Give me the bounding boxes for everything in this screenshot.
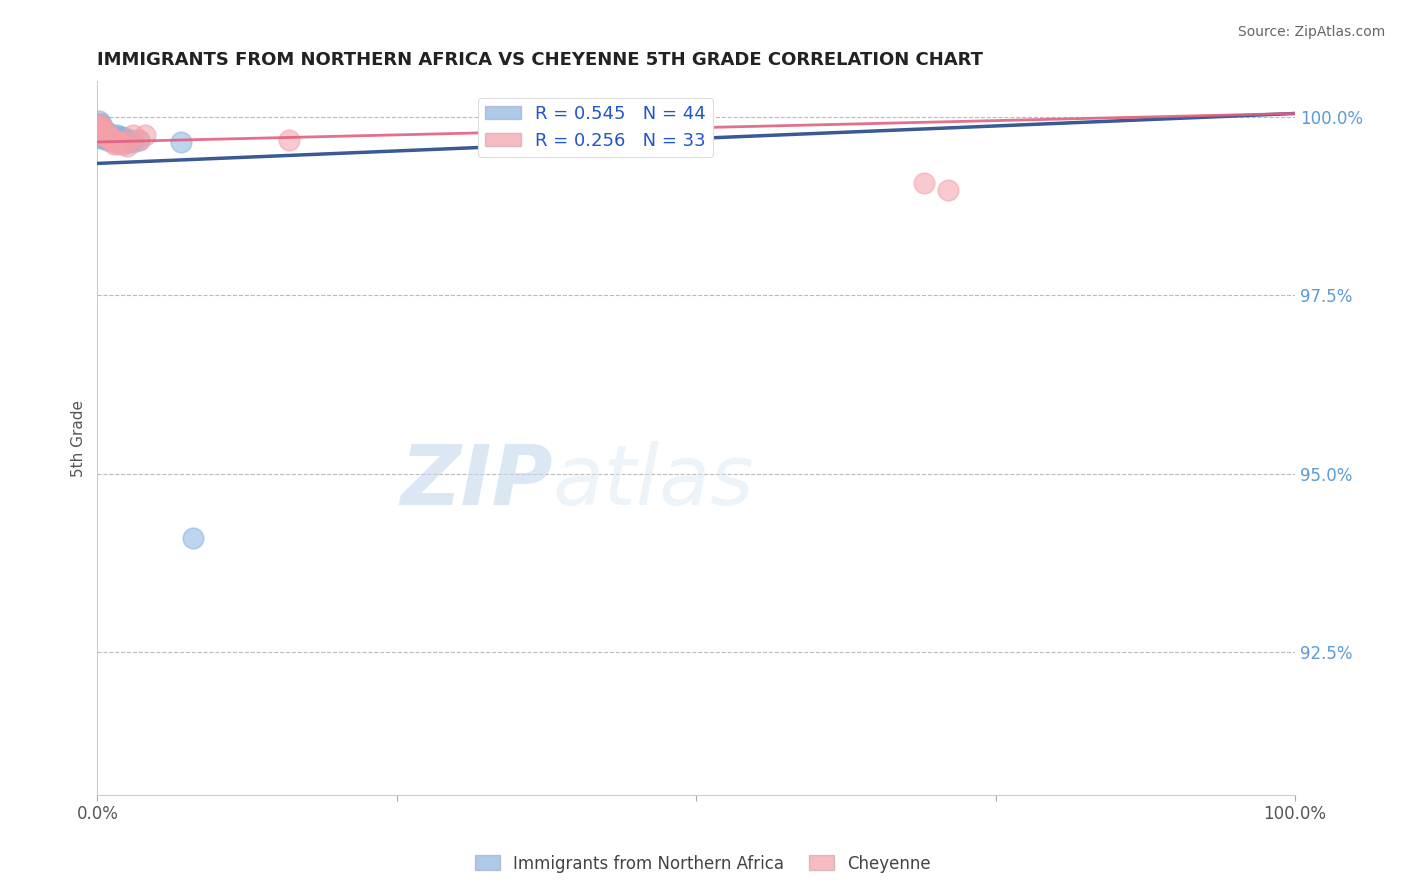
Point [97, 130, 120, 145]
Point [110, 133, 132, 147]
Point [93, 126, 115, 140]
Point [87, 113, 110, 128]
Point [89, 124, 111, 138]
Point [90, 123, 112, 137]
Point [103, 137, 125, 152]
Point [128, 133, 150, 147]
Point [87, 120, 110, 135]
Point [90, 120, 112, 135]
Point [112, 137, 135, 152]
Point [117, 135, 139, 149]
Point [103, 130, 125, 145]
Point [90, 117, 112, 131]
Point [91, 126, 114, 140]
Point [96, 128, 118, 142]
Point [120, 133, 142, 147]
Point [912, 176, 935, 190]
Point [105, 133, 128, 147]
Point [90, 119, 112, 133]
Point [114, 133, 136, 147]
Legend: R = 0.545   N = 44, R = 0.256   N = 33: R = 0.545 N = 44, R = 0.256 N = 33 [478, 97, 713, 157]
Point [89, 120, 111, 135]
Point [122, 128, 145, 142]
Point [91, 128, 114, 142]
Point [278, 133, 301, 147]
Point [96, 133, 118, 147]
Point [96, 128, 118, 142]
Point [134, 128, 156, 142]
Point [170, 135, 193, 149]
Point [108, 130, 131, 145]
Point [110, 135, 132, 149]
Point [117, 138, 139, 153]
Point [91, 128, 114, 142]
Text: IMMIGRANTS FROM NORTHERN AFRICA VS CHEYENNE 5TH GRADE CORRELATION CHART: IMMIGRANTS FROM NORTHERN AFRICA VS CHEYE… [97, 51, 983, 69]
Point [105, 135, 128, 149]
Point [91, 124, 114, 138]
Point [108, 133, 131, 147]
Point [128, 133, 150, 147]
Point [111, 130, 134, 145]
Point [112, 135, 135, 149]
Point [105, 128, 128, 142]
Point [98, 128, 121, 142]
Point [91, 126, 114, 140]
Point [94, 124, 117, 138]
Point [91, 131, 114, 145]
Point [101, 128, 124, 142]
Point [108, 137, 131, 152]
Point [100, 133, 122, 147]
Point [122, 135, 145, 149]
Point [100, 133, 122, 147]
Point [89, 131, 111, 145]
Point [87, 120, 110, 135]
Point [936, 183, 959, 197]
Point [104, 133, 127, 147]
Point [94, 128, 117, 142]
Text: Source: ZipAtlas.com: Source: ZipAtlas.com [1237, 25, 1385, 39]
Text: ZIP: ZIP [399, 441, 553, 522]
Point [93, 130, 115, 145]
Point [89, 117, 111, 131]
Point [91, 120, 114, 135]
Point [100, 130, 122, 145]
Point [98, 133, 121, 147]
Point [107, 130, 129, 145]
Point [101, 135, 124, 149]
Point [90, 128, 112, 142]
Y-axis label: 5th Grade: 5th Grade [72, 400, 86, 476]
Point [91, 120, 114, 135]
Point [104, 133, 127, 147]
Point [93, 126, 115, 140]
Legend: Immigrants from Northern Africa, Cheyenne: Immigrants from Northern Africa, Cheyenn… [468, 848, 938, 880]
Point [87, 117, 110, 131]
Point [98, 128, 121, 142]
Point [100, 131, 122, 145]
Point [90, 126, 112, 140]
Point [93, 130, 115, 145]
Point [97, 130, 120, 145]
Point [91, 124, 114, 138]
Point [91, 130, 114, 145]
Point [94, 128, 117, 142]
Text: atlas: atlas [553, 441, 754, 522]
Point [89, 124, 111, 138]
Point [90, 124, 112, 138]
Point [181, 531, 204, 545]
